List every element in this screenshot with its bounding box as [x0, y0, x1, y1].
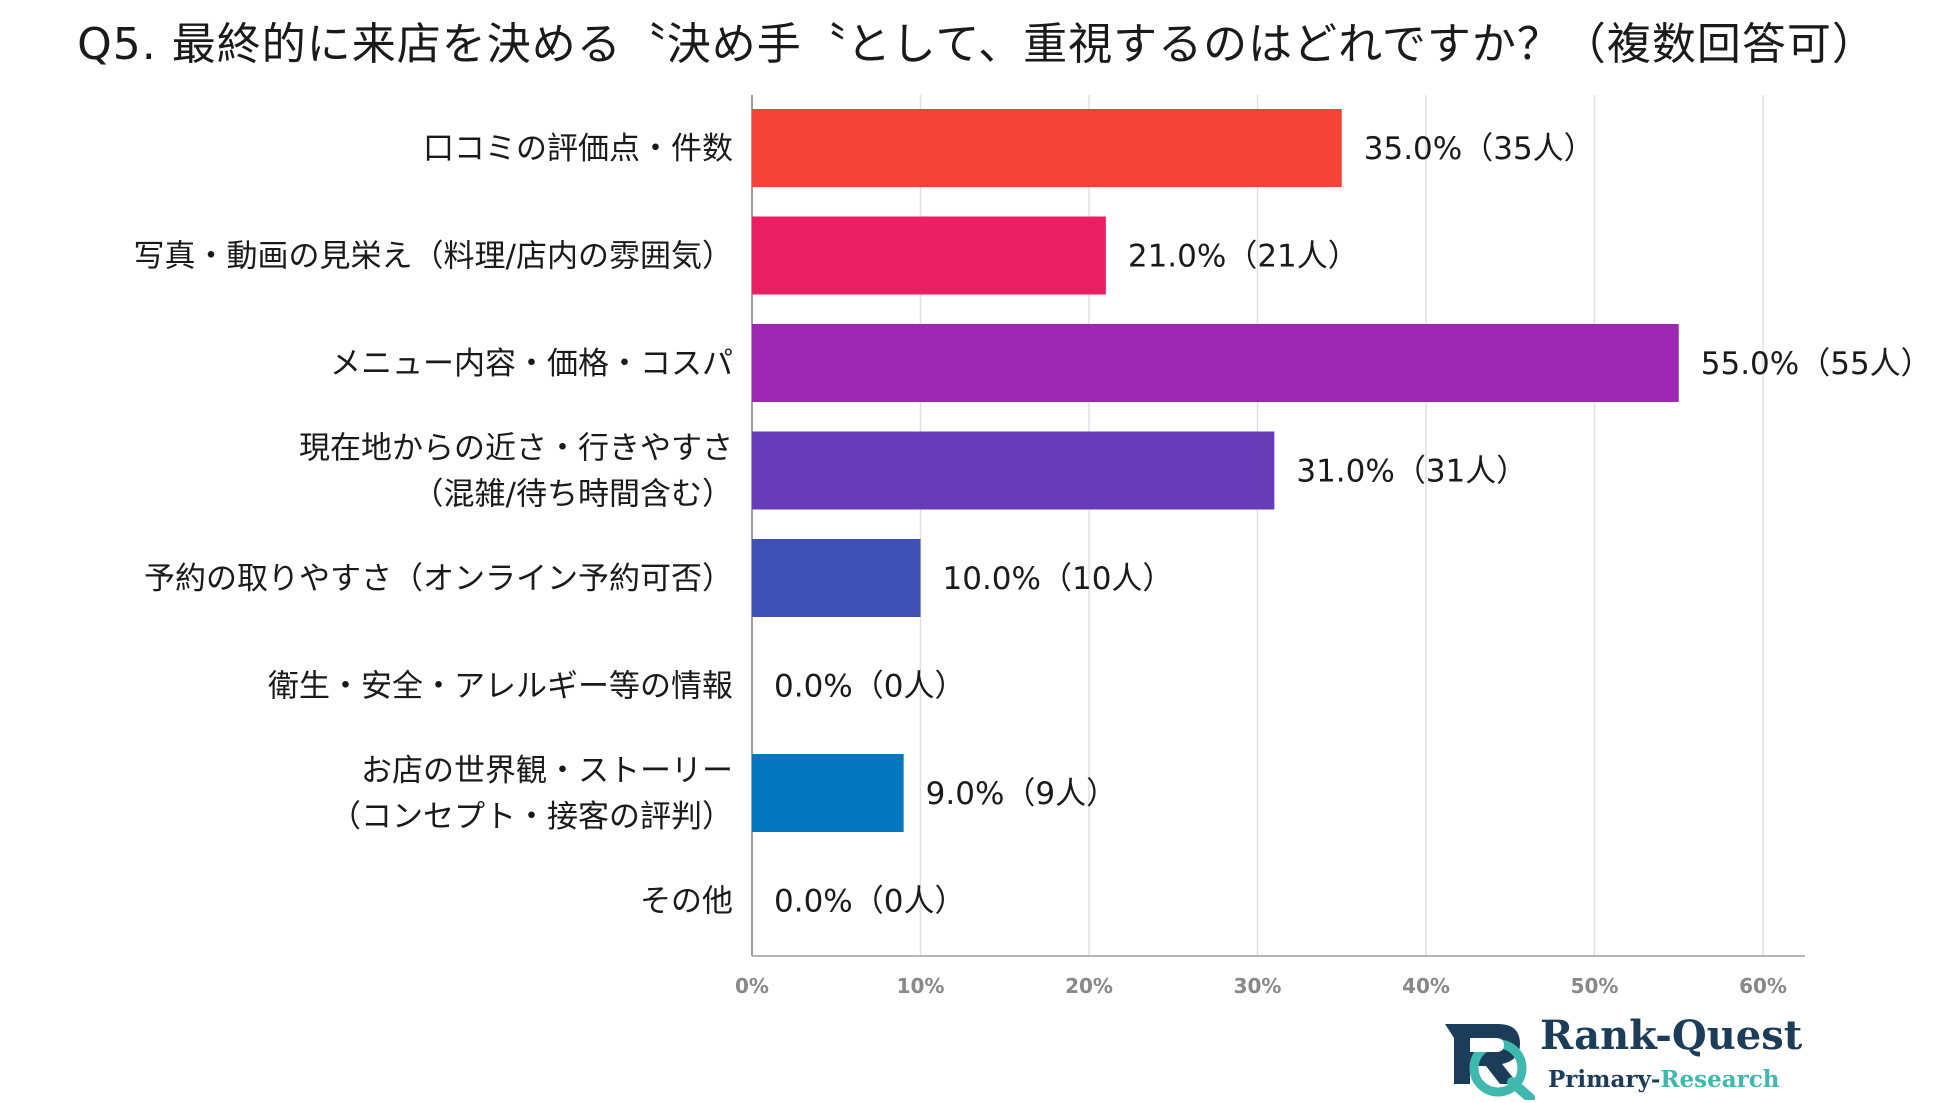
category-label: 予約の取りやすさ（オンライン予約可否）: [144, 561, 733, 597]
x-tick-label: 60%: [1739, 974, 1787, 998]
logo-subtitle-research: Research: [1660, 1066, 1780, 1093]
category-label: （混雑/待ち時間含む）: [413, 477, 733, 513]
bar: [752, 324, 1679, 402]
data-label: 55.0%（55人）: [1701, 346, 1932, 382]
rank-quest-logo: Rank-Quest Primary-Research: [1440, 1010, 1830, 1100]
bar: [752, 754, 904, 832]
chart-title: Q5. 最終的に来店を決める〝決め手〝として、重視するのはどれですか？（複数回答…: [77, 19, 1877, 70]
bar: [752, 539, 921, 617]
category-label: 写真・動画の見栄え（料理/店内の雰囲気）: [134, 239, 733, 275]
data-label: 0.0%（0人）: [774, 884, 965, 920]
category-label: お店の世界観・ストーリー: [361, 753, 733, 789]
bar: [752, 216, 1106, 295]
x-tick-label: 40%: [1402, 974, 1450, 998]
category-label: 現在地からの近さ・行きやすさ: [299, 431, 733, 467]
data-label: 10.0%（10人）: [943, 561, 1174, 597]
data-label: 21.0%（21人）: [1128, 239, 1359, 275]
data-label: 31.0%（31人）: [1296, 454, 1527, 490]
category-label: その他: [640, 884, 733, 920]
x-tick-label: 30%: [1234, 974, 1282, 998]
logo-subtitle-primary: Primary-: [1548, 1066, 1661, 1093]
bars: [752, 109, 1679, 832]
logo-subtitle: Primary-Research: [1548, 1066, 1780, 1093]
rank-quest-logo-icon: [1445, 1024, 1535, 1100]
category-label: 口コミの評価点・件数: [423, 131, 733, 167]
x-tick-label: 50%: [1571, 974, 1619, 998]
x-tick-label: 20%: [1065, 974, 1113, 998]
category-label: 衛生・安全・アレルギー等の情報: [268, 669, 733, 705]
data-label: 0.0%（0人）: [774, 669, 965, 705]
data-label: 9.0%（9人）: [926, 776, 1117, 812]
data-label: 35.0%（35人）: [1364, 131, 1595, 167]
logo-name: Rank-Quest: [1540, 1012, 1803, 1059]
category-label: メニュー内容・価格・コスパ: [330, 346, 733, 382]
bar: [752, 109, 1342, 187]
bar: [752, 431, 1275, 510]
category-label: （コンセプト・接客の評判）: [330, 799, 733, 835]
labels: 0% 10% 20% 30% 40% 50% 60% 35.0%（35人） 口コミの評価点・件数…: [134, 131, 1932, 998]
x-tick-label: 0%: [735, 974, 769, 998]
x-tick-label: 10%: [897, 974, 945, 998]
